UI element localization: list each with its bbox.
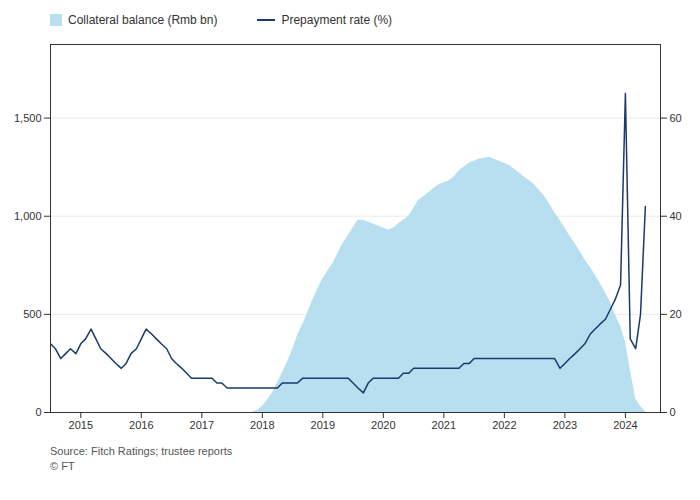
svg-text:60: 60 bbox=[670, 112, 682, 124]
svg-text:2023: 2023 bbox=[553, 419, 577, 431]
svg-text:2022: 2022 bbox=[492, 419, 516, 431]
svg-text:1,000: 1,000 bbox=[14, 210, 42, 222]
svg-text:20: 20 bbox=[670, 308, 682, 320]
svg-text:2017: 2017 bbox=[190, 419, 214, 431]
svg-text:0: 0 bbox=[670, 406, 676, 418]
svg-text:500: 500 bbox=[23, 308, 41, 320]
svg-text:40: 40 bbox=[670, 210, 682, 222]
html-text:Collateral balance (Rmb bn): Collateral balance (Rmb bn) bbox=[68, 13, 218, 27]
svg-text:2024: 2024 bbox=[613, 419, 637, 431]
html-text:Prepayment rate (%): Prepayment rate (%) bbox=[281, 13, 393, 27]
html-text:Source: Fitch Ratings; trustee: Source: Fitch Ratings; trustee reports bbox=[50, 445, 233, 457]
svg-text:2015: 2015 bbox=[69, 419, 93, 431]
svg-text:2018: 2018 bbox=[250, 419, 274, 431]
svg-text:1,500: 1,500 bbox=[14, 112, 42, 124]
svg-text:0: 0 bbox=[35, 406, 41, 418]
html-text:© FT: © FT bbox=[50, 460, 75, 472]
svg-text:2020: 2020 bbox=[371, 419, 395, 431]
svg-text:2021: 2021 bbox=[432, 419, 456, 431]
svg-text:2019: 2019 bbox=[311, 419, 335, 431]
svg-text:2016: 2016 bbox=[129, 419, 153, 431]
